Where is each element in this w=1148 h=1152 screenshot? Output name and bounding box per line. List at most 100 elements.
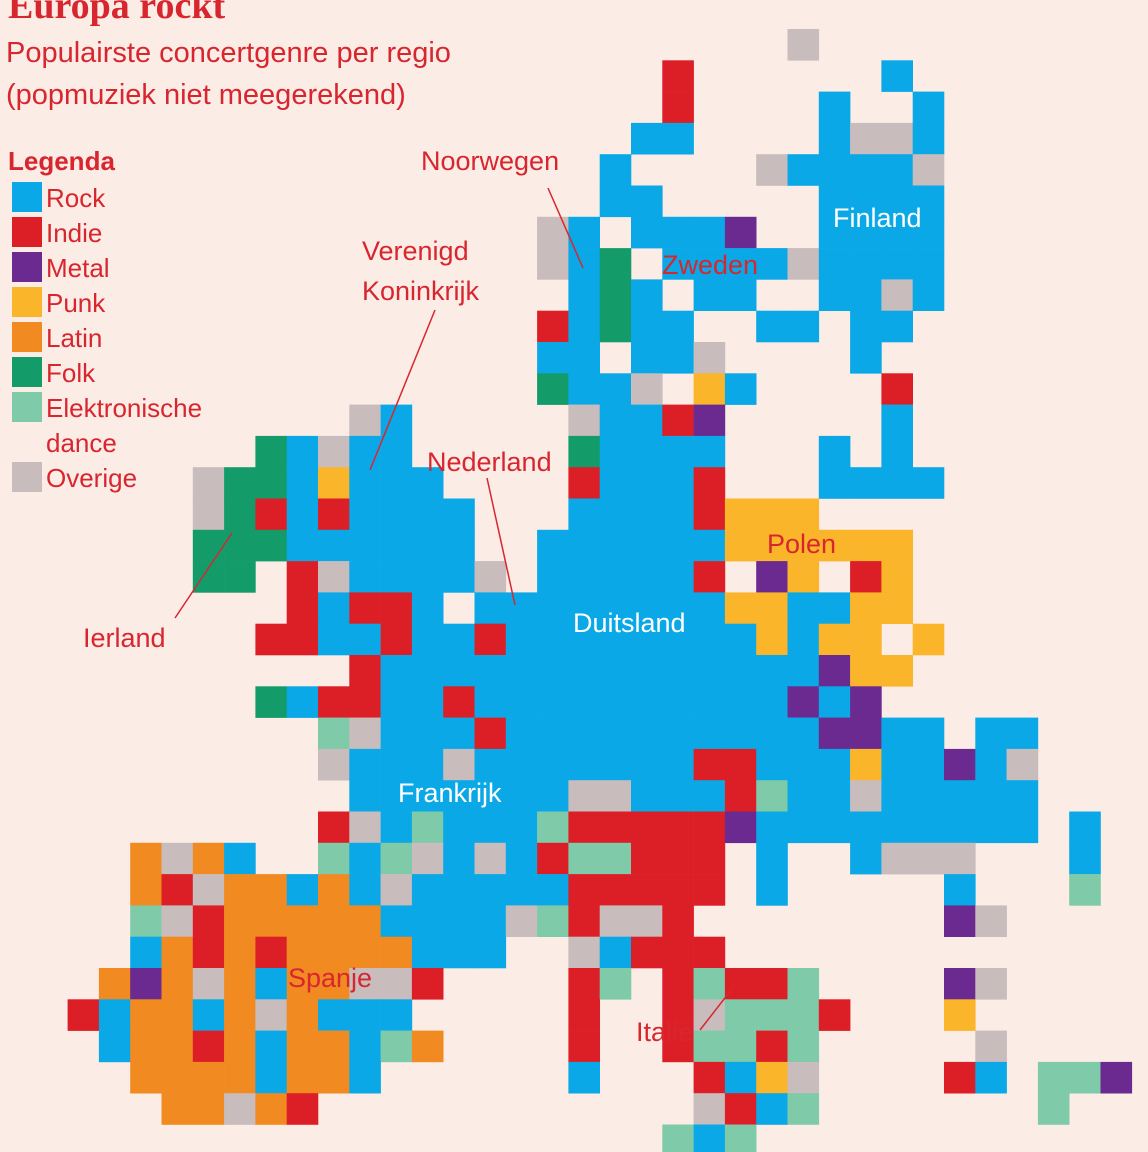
region-cell <box>599 748 632 781</box>
region-cell <box>443 686 475 718</box>
region-cell <box>224 1030 256 1063</box>
legend-label: dance <box>46 428 117 458</box>
region-cell <box>599 279 632 311</box>
region-cell <box>975 968 1007 1000</box>
region-cell <box>192 529 225 562</box>
region-cell <box>662 467 694 499</box>
region-cell <box>693 968 726 1000</box>
region-cell <box>662 717 694 750</box>
region-cell <box>349 780 381 812</box>
region-cell <box>724 968 757 1000</box>
region-cell <box>380 811 413 844</box>
region-cell <box>631 310 663 343</box>
region-cell <box>380 968 413 1000</box>
region-cell <box>850 811 882 844</box>
region-cell <box>912 842 945 875</box>
region-cell <box>98 968 131 1000</box>
region-cell <box>662 623 694 656</box>
region-cell <box>537 686 569 718</box>
region-cell <box>380 686 413 718</box>
region-cell <box>662 686 694 718</box>
region-cell <box>505 905 538 937</box>
region-cell <box>693 655 726 687</box>
region-cell <box>693 435 726 468</box>
region-cell <box>818 279 851 311</box>
region-label: Ierland <box>83 623 166 653</box>
region-cell <box>568 1061 600 1094</box>
region-cell <box>286 936 319 969</box>
region-cell <box>693 216 726 249</box>
region-cell <box>787 154 820 186</box>
subtitle: Populairste concertgenre per regio <box>6 37 451 69</box>
region-cell <box>787 1093 820 1125</box>
region-cell <box>411 905 444 937</box>
region-cell <box>537 811 569 844</box>
region-cell <box>1069 842 1101 875</box>
region-cell <box>881 592 913 624</box>
region-cell <box>662 342 694 374</box>
region-cell <box>318 748 350 781</box>
region-cell <box>975 748 1007 781</box>
region-cell <box>818 435 851 468</box>
region-cell <box>443 842 475 875</box>
region-cell <box>1069 811 1101 844</box>
region-cell <box>568 529 600 562</box>
region-cell <box>662 780 694 812</box>
region-cell <box>474 936 507 969</box>
region-label: Noorwegen <box>421 146 559 176</box>
region-cell <box>724 748 757 781</box>
region-cell <box>192 842 225 875</box>
region-cell <box>380 842 413 875</box>
region-cell <box>349 498 381 531</box>
region-cell <box>756 498 788 531</box>
region-cell <box>693 811 726 844</box>
region-cell <box>161 842 194 875</box>
region-label: Italië <box>636 1017 693 1047</box>
region-cell <box>724 717 757 750</box>
legend-swatch <box>12 287 42 317</box>
region-cell <box>693 248 726 280</box>
region-cell <box>631 498 663 531</box>
region-cell <box>724 279 757 311</box>
region-cell <box>130 842 162 875</box>
region-cell <box>881 717 913 750</box>
region-cell <box>349 529 381 562</box>
region-cell <box>192 467 225 499</box>
region-cell <box>443 717 475 750</box>
region-cell <box>255 498 287 531</box>
region-cell <box>568 1030 600 1063</box>
region-cell <box>380 936 413 969</box>
region-cell <box>944 780 976 812</box>
region-cell <box>756 529 788 562</box>
region-cell <box>662 936 694 969</box>
region-cell <box>787 529 820 562</box>
region-cell <box>850 748 882 781</box>
region-cell <box>944 968 976 1000</box>
region-cell <box>98 1030 131 1063</box>
region-cell <box>255 1030 287 1063</box>
region-cell <box>380 561 413 593</box>
legend-swatch <box>12 462 42 492</box>
region-cell <box>349 748 381 781</box>
region-cell <box>380 874 413 906</box>
region-cell <box>505 842 538 875</box>
region-cell <box>818 91 851 124</box>
region-cell <box>818 592 851 624</box>
region-cell <box>912 467 945 499</box>
region-cell <box>224 936 256 969</box>
region-cell <box>662 310 694 343</box>
region-cell <box>568 404 600 437</box>
region-cell <box>130 936 162 969</box>
region-cell <box>568 811 600 844</box>
region-cell <box>443 561 475 593</box>
region-cell <box>912 279 945 311</box>
region-cell <box>318 999 350 1031</box>
region-cell <box>912 185 945 218</box>
region-cell <box>756 842 788 875</box>
region-cell <box>286 1030 319 1063</box>
region-cell <box>818 529 851 562</box>
region-cell <box>787 686 820 718</box>
region-cell <box>787 498 820 531</box>
region-cell <box>724 780 757 812</box>
region-cell <box>505 874 538 906</box>
